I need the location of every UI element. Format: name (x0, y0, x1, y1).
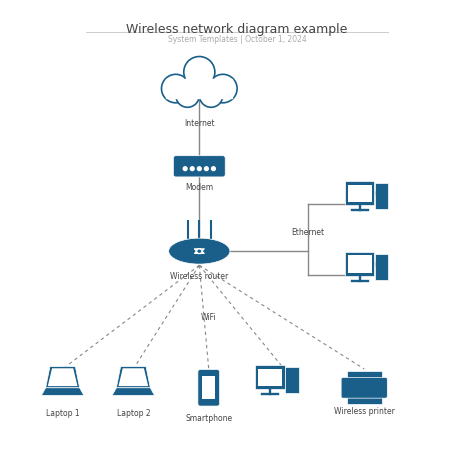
FancyBboxPatch shape (345, 252, 374, 276)
FancyBboxPatch shape (347, 255, 372, 273)
Text: PC 3: PC 3 (370, 261, 387, 270)
Polygon shape (118, 368, 148, 386)
Polygon shape (41, 388, 84, 395)
Text: Smartphone: Smartphone (185, 414, 232, 423)
FancyBboxPatch shape (202, 376, 215, 400)
Polygon shape (48, 368, 77, 386)
Ellipse shape (169, 238, 230, 264)
FancyBboxPatch shape (173, 156, 225, 177)
Circle shape (200, 84, 223, 107)
Polygon shape (117, 366, 150, 388)
FancyBboxPatch shape (166, 79, 232, 98)
Text: PC 1: PC 1 (275, 374, 292, 383)
Text: Wireless router: Wireless router (170, 273, 228, 282)
FancyBboxPatch shape (258, 369, 282, 386)
Circle shape (204, 167, 208, 171)
Circle shape (209, 74, 237, 103)
FancyBboxPatch shape (347, 395, 382, 404)
Circle shape (184, 56, 215, 88)
FancyBboxPatch shape (374, 254, 389, 280)
Circle shape (211, 167, 215, 171)
FancyBboxPatch shape (255, 365, 285, 389)
Circle shape (176, 84, 199, 107)
Text: Laptop 1: Laptop 1 (46, 409, 80, 418)
Circle shape (162, 74, 190, 103)
Polygon shape (46, 366, 80, 388)
FancyBboxPatch shape (347, 371, 382, 381)
Text: Wireless network diagram example: Wireless network diagram example (126, 23, 348, 36)
Text: System Templates | October 1, 2024: System Templates | October 1, 2024 (168, 36, 306, 44)
Text: Wireless printer: Wireless printer (334, 407, 395, 416)
Text: Laptop 2: Laptop 2 (117, 409, 150, 418)
Text: PC 2: PC 2 (370, 190, 387, 199)
FancyBboxPatch shape (347, 185, 372, 202)
FancyBboxPatch shape (374, 183, 389, 209)
Text: WiFi: WiFi (201, 313, 217, 321)
FancyBboxPatch shape (198, 370, 219, 406)
FancyBboxPatch shape (345, 181, 374, 205)
Circle shape (191, 167, 194, 171)
FancyBboxPatch shape (341, 377, 387, 398)
Text: Internet: Internet (184, 119, 215, 128)
Text: Ethernet: Ethernet (291, 228, 324, 237)
FancyBboxPatch shape (285, 367, 299, 393)
Circle shape (197, 167, 201, 171)
Circle shape (183, 167, 187, 171)
Polygon shape (112, 388, 155, 395)
Text: Modem: Modem (185, 183, 213, 192)
